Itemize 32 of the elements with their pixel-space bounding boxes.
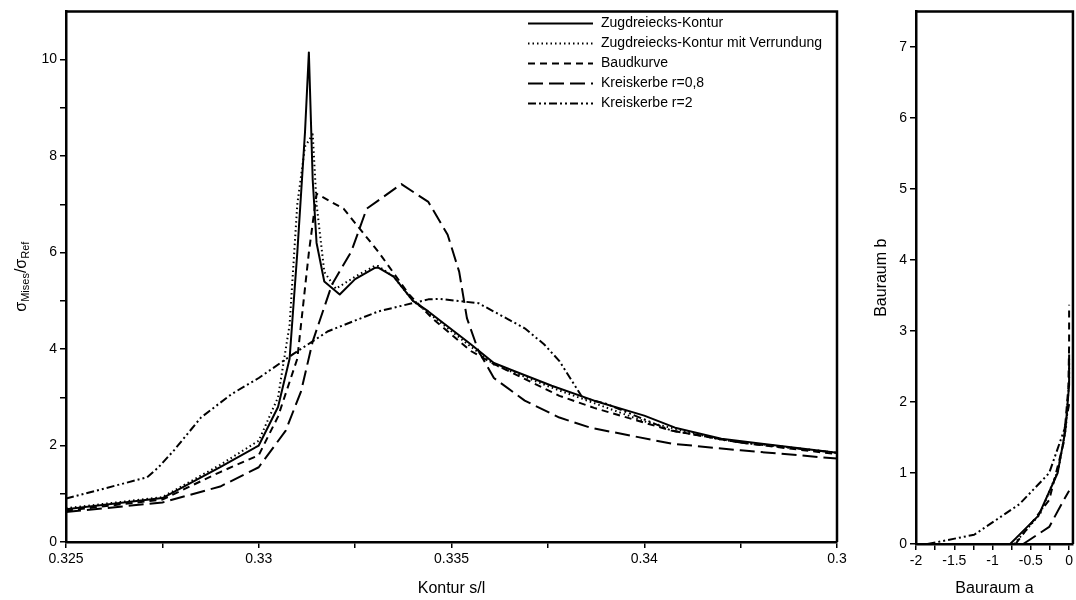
x-tick-label: -1.5 — [942, 552, 967, 569]
y-tick-label: 0 — [49, 532, 58, 549]
legend-label: Baudkurve — [601, 54, 669, 71]
x-tick-label: 0.34 — [630, 550, 659, 567]
y-tick-label: 7 — [899, 37, 908, 54]
y-tick-label: 8 — [49, 146, 58, 163]
legend-label: Zugdreiecks-Kontur mit Verrundung — [601, 34, 822, 51]
x-axis-title: Bauraum a — [955, 578, 1034, 596]
y-tick-label: 5 — [899, 179, 908, 196]
y-tick-label: 10 — [41, 50, 58, 67]
x-tick-label: -2 — [909, 552, 923, 569]
x-tick-label: 0 — [1065, 552, 1074, 569]
y-tick-label: 4 — [49, 339, 58, 356]
y-tick-label: 4 — [899, 250, 908, 267]
x-tick-label: 0.33 — [245, 550, 273, 567]
y-tick-label: 1 — [899, 463, 908, 480]
y-tick-label: 6 — [899, 108, 908, 125]
y-tick-label: 0 — [899, 534, 908, 551]
x-tick-label: -0.5 — [1018, 552, 1044, 569]
legend-label: Kreiskerbe r=0,8 — [601, 74, 705, 91]
y-tick-label: 3 — [899, 321, 908, 338]
y-axis-title: Bauraum b — [872, 238, 889, 317]
x-tick-label: -1 — [986, 552, 999, 569]
x-tick-label: 0.3 — [827, 550, 847, 567]
legend-label: Zugdreiecks-Kontur — [601, 14, 724, 31]
x-axis-title: Kontur s/l — [417, 578, 486, 596]
x-tick-label: 0.335 — [433, 550, 470, 567]
y-tick-label: 2 — [899, 392, 908, 409]
x-tick-label: 0.325 — [48, 550, 84, 567]
legend-label: Kreiskerbe r=2 — [601, 94, 693, 111]
y-tick-label: 6 — [49, 243, 58, 260]
y-tick-label: 2 — [49, 436, 58, 453]
